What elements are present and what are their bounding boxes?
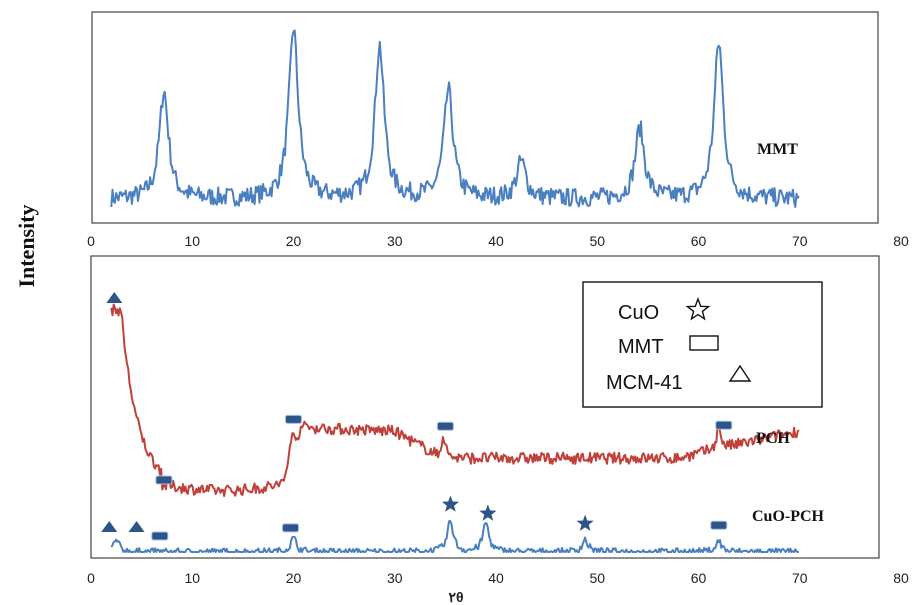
mmt-rectangle-marker bbox=[155, 475, 173, 485]
mmt-rectangle-marker bbox=[436, 421, 454, 431]
top-x-tick-label: 0 bbox=[87, 233, 95, 249]
cuo-star-marker bbox=[441, 495, 459, 512]
mcm41-triangle-marker bbox=[101, 521, 118, 532]
bottom-x-tick-label: 0 bbox=[87, 570, 95, 586]
top-x-tick-label: 80 bbox=[893, 233, 909, 249]
bottom-x-tick-label: 50 bbox=[589, 570, 605, 586]
legend-label-mcm41: MCM-41 bbox=[606, 372, 683, 394]
mmt-rectangle-marker bbox=[151, 531, 169, 541]
top-x-tick-label: 50 bbox=[589, 233, 605, 249]
mmt-line bbox=[110, 29, 800, 208]
top-x-tick-label: 60 bbox=[691, 233, 707, 249]
top-series-group bbox=[110, 29, 800, 208]
y-axis-label: Intensity bbox=[14, 204, 39, 287]
bottom-markers-group bbox=[101, 292, 733, 541]
mmt-rectangle-marker bbox=[715, 420, 733, 430]
bottom-x-tick-label: 60 bbox=[691, 570, 707, 586]
top-x-tick-label: 20 bbox=[286, 233, 302, 249]
legend-box bbox=[582, 281, 823, 408]
pch-line bbox=[110, 303, 800, 497]
top-x-tick-label: 70 bbox=[792, 233, 808, 249]
pch-series-label: PCH bbox=[756, 430, 790, 447]
mmt-rectangle-marker bbox=[710, 520, 728, 530]
top-x-tick-label: 10 bbox=[184, 233, 200, 249]
cuo-star-marker bbox=[479, 504, 497, 521]
top-x-tick-label: 40 bbox=[488, 233, 504, 249]
bottom-x-tick-label: 30 bbox=[387, 570, 403, 586]
cuo-star-marker bbox=[576, 514, 594, 531]
cuo-pch-line bbox=[110, 520, 800, 553]
mmt-rectangle-marker bbox=[285, 414, 302, 424]
bottom-x-tick-label: 10 bbox=[184, 570, 200, 586]
bottom-x-tick-label: 70 bbox=[792, 570, 808, 586]
bottom-series-group bbox=[110, 303, 800, 553]
cuo-pch-series-label: CuO-PCH bbox=[752, 508, 825, 525]
top-panel-frame bbox=[91, 11, 879, 224]
mcm41-triangle-marker bbox=[128, 521, 145, 532]
bottom-x-tick-label: 20 bbox=[286, 570, 302, 586]
rectangle-icon bbox=[689, 335, 719, 351]
star-icon bbox=[685, 296, 711, 321]
bottom-x-ticks: 0 10 20 30 40 50 60 70 80 bbox=[87, 570, 909, 586]
legend-label-mmt: MMT bbox=[618, 336, 664, 358]
top-x-tick-label: 30 bbox=[387, 233, 403, 249]
mmt-rectangle-marker bbox=[282, 523, 299, 533]
triangle-icon bbox=[728, 364, 752, 382]
bottom-x-tick-label: 80 bbox=[893, 570, 909, 586]
mmt-series-label: MMT bbox=[757, 141, 798, 158]
x-axis-label: ٢θ bbox=[448, 589, 463, 605]
top-x-ticks: 0 10 20 30 40 50 60 70 80 bbox=[87, 233, 909, 249]
bottom-x-tick-label: 40 bbox=[488, 570, 504, 586]
mcm41-triangle-marker bbox=[106, 292, 123, 303]
legend: CuO MMT MCM-41 bbox=[582, 281, 823, 408]
legend-label-cuo: CuO bbox=[618, 302, 659, 324]
bottom-panel-frame bbox=[90, 255, 880, 559]
